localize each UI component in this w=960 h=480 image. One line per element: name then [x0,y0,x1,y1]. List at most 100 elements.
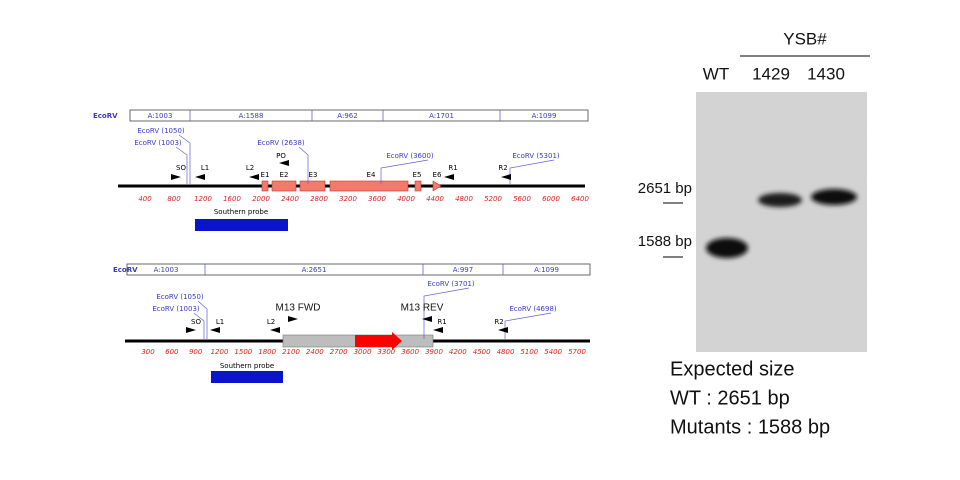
scale-label: 1500 [234,348,252,356]
fragment-bar [129,109,589,122]
primer-arrow [186,327,196,333]
scale-label: 5100 [520,348,538,356]
primer-arrow [501,174,511,180]
scale-label: 6000 [542,195,560,203]
scale-label: 5700 [568,348,586,356]
site-label: EcoRV (2638) [257,139,305,147]
enzyme-label: EcoRV [93,112,118,120]
site-line [193,312,205,339]
feature-label: L2 [267,318,275,326]
scale-label: 5400 [544,348,562,356]
caption: Expected size [670,358,795,380]
scale-label: 4400 [426,195,444,203]
fragment-label: A:1003 [148,112,173,120]
site-line [423,287,470,339]
feature-label: E6 [433,171,442,179]
fragment-label: A:1099 [532,112,557,120]
site-line [178,134,191,184]
enzyme-label: EcoRV [113,266,138,274]
bands [706,189,857,258]
lane-label: 1429 [752,64,790,83]
marker-label: 2651 bp [638,180,692,197]
scale-label: 2800 [310,195,328,203]
fragment-label: A:1003 [154,266,179,274]
lane-label: WT [703,64,729,83]
scale-label: 900 [189,348,203,356]
site-line [175,146,188,184]
fragment-label: A:1588 [239,112,264,120]
scale-label: 3000 [354,348,372,356]
scale-label: 4500 [473,348,491,356]
primer-arrow [195,174,205,180]
fragment-label: A:2651 [302,266,327,274]
feature-label: L1 [201,164,209,172]
site-line [197,300,208,339]
caption: WT : 2651 bp [670,387,790,409]
scale-label: 2700 [330,348,348,356]
exons [261,180,442,192]
marker-label: 1588 bp [638,233,692,250]
feature-label: L2 [246,164,254,172]
scale-label: 5200 [484,195,502,203]
feature-label: E2 [280,171,289,179]
probe-label: Southern probe [214,208,268,216]
scale-label: 2100 [282,348,300,356]
fragment-label: A:1701 [429,112,454,120]
lane-label: 1430 [807,64,845,83]
scale-label: 1600 [223,195,241,203]
site-line [509,159,555,184]
scale-label: 300 [141,348,155,356]
gel-noise [696,92,867,352]
feature-label: M13 FWD [276,303,321,314]
feature-label: R2 [494,318,503,326]
scale-label: 1800 [258,348,276,356]
feature-label: PO [276,152,286,160]
scale-label: 4000 [397,195,415,203]
scale-label: 600 [165,348,179,356]
scale-label: 5600 [513,195,531,203]
primer-arrow [249,174,259,180]
primer-arrow [210,327,220,333]
scale-label: 3600 [401,348,419,356]
feature-label: E5 [413,171,422,179]
feature-label: SO [191,318,201,326]
caption: Mutants : 1588 bp [670,416,830,438]
group-label: YSB# [783,29,827,48]
primer-arrow [279,160,289,166]
primer-arrow [498,327,508,333]
feature-label: R1 [448,164,457,172]
scale-label: 1200 [194,195,212,203]
feature-label: SO [176,164,186,172]
primer-arrow [288,316,298,322]
feature-label: E3 [309,171,318,179]
scale-label: 800 [167,195,181,203]
feature-label: R1 [437,318,446,326]
primer-arrow [171,174,181,180]
primer-arrow [422,316,432,322]
scale-label: 3600 [368,195,386,203]
site-label: EcoRV (1003) [152,305,200,313]
site-label: EcoRV (1050) [137,127,185,135]
scale-label: 4800 [497,348,515,356]
feature-label: R2 [498,164,507,172]
site-line [504,312,552,339]
feature-label: M13 REV [401,303,444,314]
site-line [380,159,429,184]
scale-label: 4200 [449,348,467,356]
feature-label: E1 [261,171,270,179]
fragment-label: A:1099 [534,266,559,274]
site-line [298,146,309,184]
primer-arrow [270,327,280,333]
feature-label: E4 [367,171,376,179]
scale-label: 400 [138,195,152,203]
fragment-bar [126,263,591,276]
scale-label: 2400 [281,195,299,203]
probe-label: Southern probe [220,362,274,370]
scale-label: 1200 [211,348,229,356]
scale-label: 6400 [571,195,589,203]
scale-label: 3900 [425,348,443,356]
site-label: EcoRV (4698) [509,305,557,313]
scale-label: 2000 [252,195,270,203]
site-label: EcoRV (3701) [427,280,475,288]
